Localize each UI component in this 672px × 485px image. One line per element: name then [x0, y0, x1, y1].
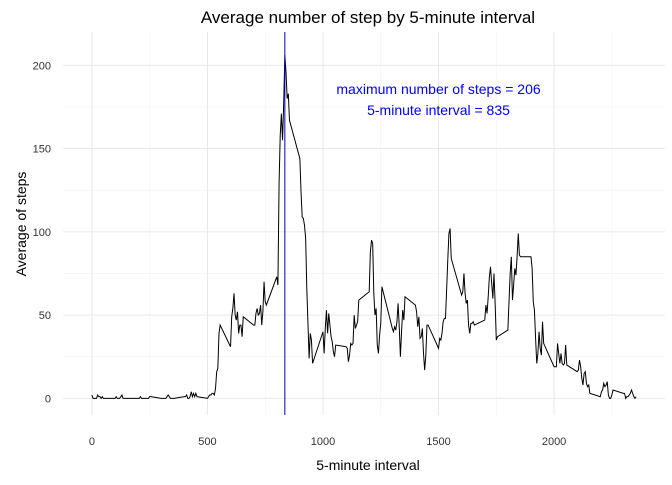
x-tick-label: 0 [89, 436, 95, 448]
x-axis-label: 5-minute interval [316, 457, 420, 473]
x-tick-label: 500 [198, 436, 216, 448]
x-tick-label: 1000 [311, 436, 335, 448]
annotation-max-interval: 5-minute interval = 835 [367, 102, 510, 118]
y-tick-label: 100 [33, 227, 51, 239]
series-line-average-steps [91, 55, 637, 400]
y-axis-label: Average of steps [13, 172, 29, 277]
y-tick-label: 50 [39, 310, 51, 322]
x-axis-ticks: 0 500 1000 1500 2000 [89, 436, 566, 448]
plot-area [91, 55, 637, 400]
grid [63, 32, 665, 415]
y-tick-label: 150 [33, 144, 51, 156]
chart-title: Average number of step by 5-minute inter… [201, 8, 535, 27]
annotation-max-steps: maximum number of steps = 206 [336, 81, 540, 97]
y-tick-label: 0 [45, 393, 51, 405]
x-tick-label: 2000 [542, 436, 566, 448]
y-tick-label: 200 [33, 60, 51, 72]
max-annotation: maximum number of steps = 206 5-minute i… [336, 81, 540, 118]
y-axis-ticks: 0 50 100 150 200 [33, 60, 51, 405]
x-tick-label: 1500 [426, 436, 450, 448]
